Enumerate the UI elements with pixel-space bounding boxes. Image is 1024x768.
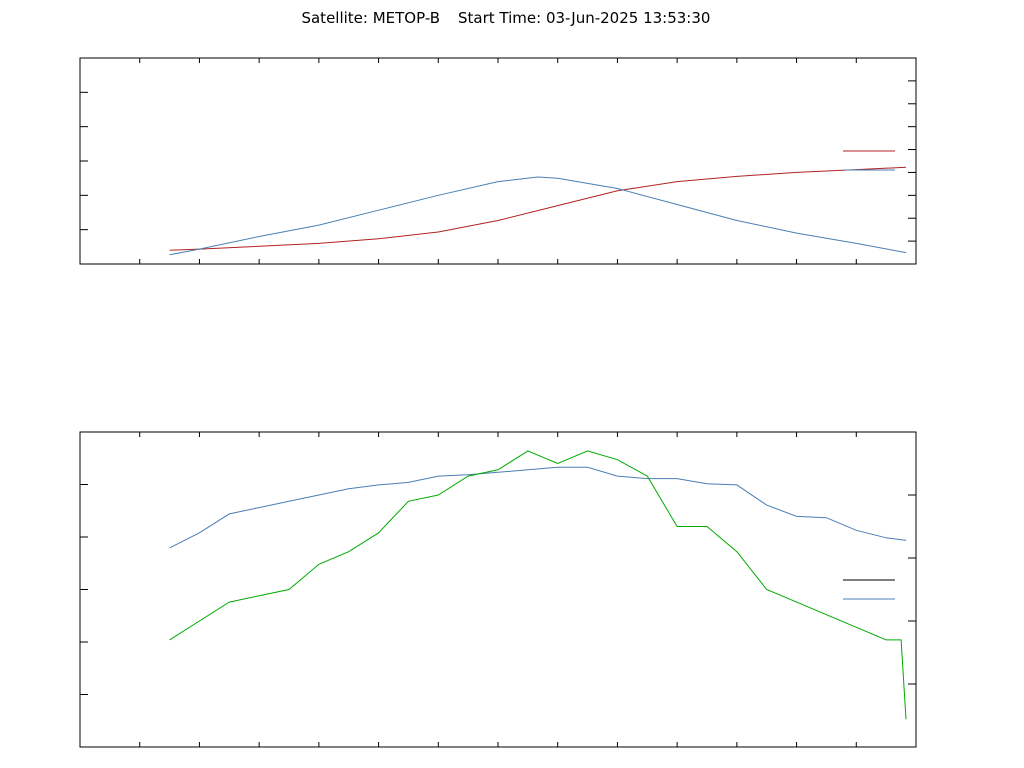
series-line-ebno xyxy=(169,466,907,549)
position-chart xyxy=(79,57,917,265)
plot-frame xyxy=(79,431,917,748)
header-start-time: Start Time: 03-Jun-2025 13:53:30 xyxy=(458,9,710,27)
receive-signal-chart xyxy=(79,431,917,748)
series-line-trace-2 xyxy=(169,450,907,720)
plot-frame xyxy=(79,57,917,265)
header-satellite: Satellite: METOP-B xyxy=(301,9,440,27)
series-line-Elevation xyxy=(169,176,907,256)
series-line-Azimuth xyxy=(169,166,907,251)
